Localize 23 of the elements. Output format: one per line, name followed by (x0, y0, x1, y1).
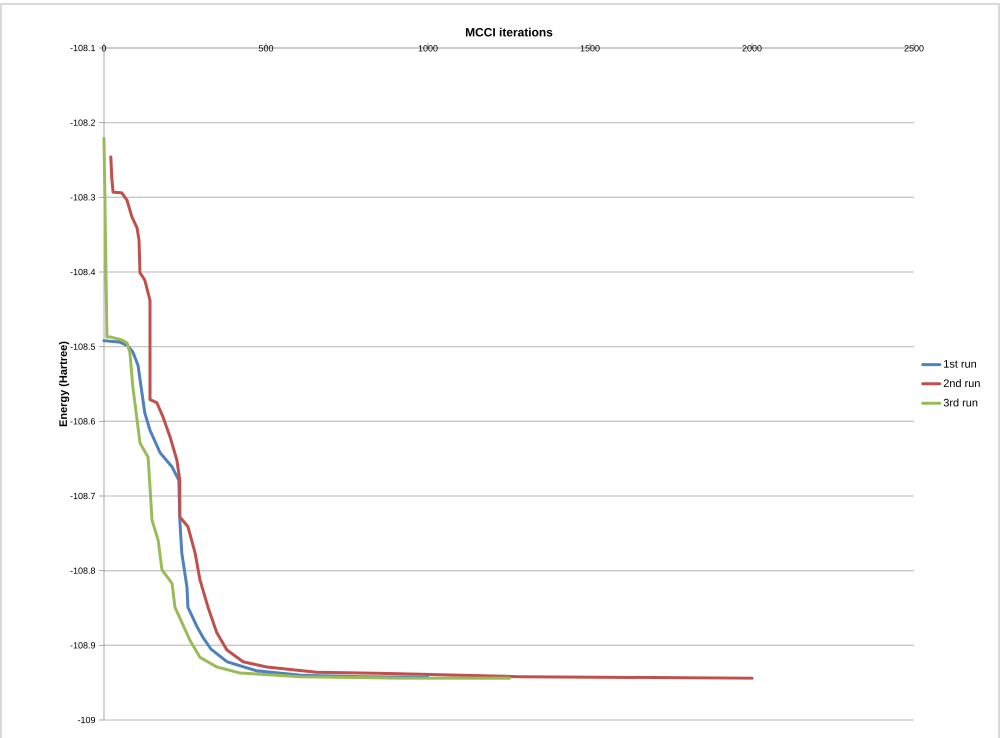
y-tick-label: -108.9 (70, 642, 96, 649)
legend-label: 2nd run (944, 379, 980, 388)
y-tick-label: -108.5 (70, 343, 96, 350)
y-tick-label: -108.1 (70, 44, 96, 52)
x-tick-label: 1500 (580, 45, 600, 52)
legend-label: 3rd run (944, 398, 978, 407)
x-tick-label: 0 (102, 45, 106, 52)
y-tick-label: -108.8 (70, 567, 96, 574)
legend-label: 1st run (944, 360, 976, 368)
x-tick-label: 500 (258, 45, 274, 52)
y-tick-label: -109 (78, 716, 96, 724)
y-tick-label: -108.4 (70, 268, 96, 276)
line-series (109, 156, 754, 680)
y-tick-label: -108.6 (70, 418, 96, 425)
y-tick-label: -108.7 (70, 492, 96, 500)
y-tick-label: -108.2 (70, 119, 96, 126)
line-series (102, 136, 512, 680)
y-axis-title: Energy (Hartree) (58, 342, 70, 426)
x-tick-label: 2000 (742, 45, 762, 52)
x-tick-label: 2500 (904, 45, 924, 52)
y-tick-label: -108.3 (70, 194, 96, 201)
x-tick-label: 1000 (418, 45, 438, 52)
chart-title: MCCI iterations (466, 28, 552, 36)
